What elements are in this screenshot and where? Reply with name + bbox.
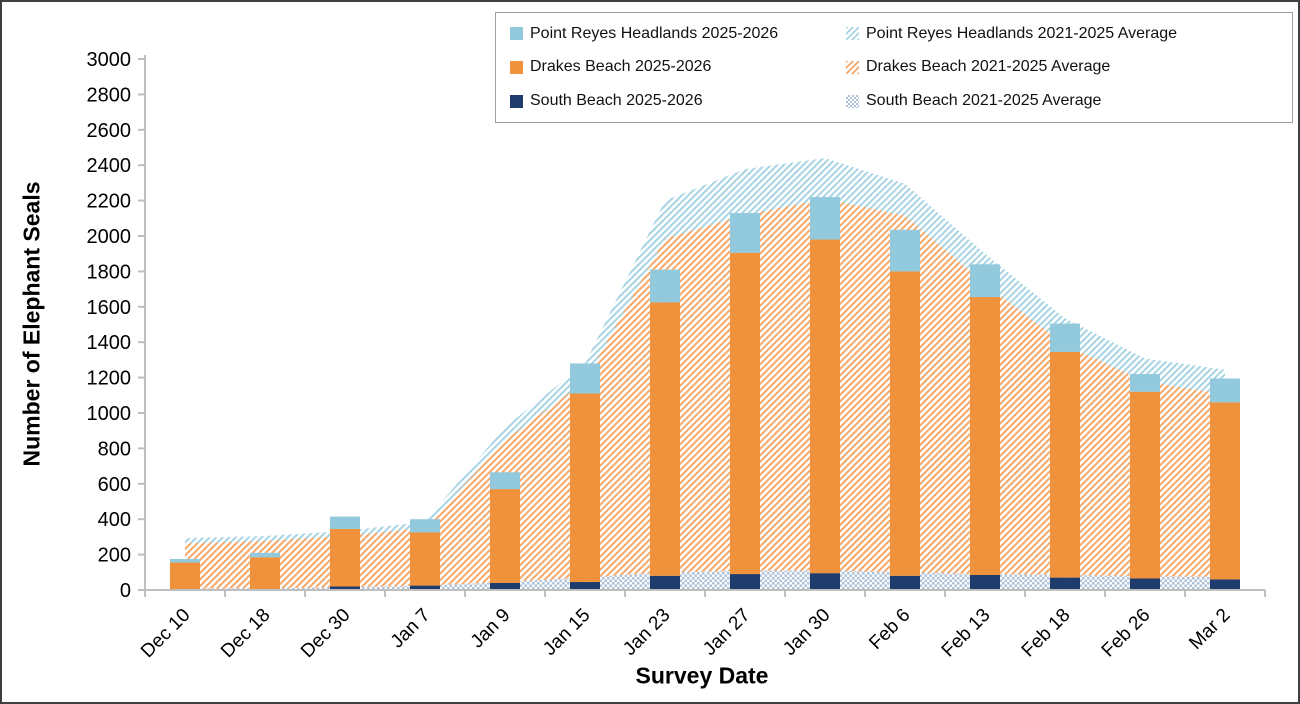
x-tick-label: Jan 30 — [779, 605, 834, 660]
bar-segment-south-beach — [570, 582, 600, 590]
area-drakes-beach-average — [185, 198, 1225, 590]
bar-segment-point-reyes-headlands — [730, 212, 760, 253]
bar-segment-south-beach — [330, 586, 360, 590]
y-tick-label: 2400 — [87, 155, 132, 177]
x-tick-label: Jan 27 — [699, 605, 754, 660]
y-tick-label: 2600 — [87, 120, 132, 142]
y-tick-label: 1600 — [87, 297, 132, 319]
bar-segment-point-reyes-headlands — [170, 559, 200, 563]
bar-segment-point-reyes-headlands — [410, 519, 440, 533]
bar-segment-drakes-beach — [570, 393, 600, 583]
bar-segment-drakes-beach — [490, 489, 520, 583]
x-tick-label: Dec 30 — [297, 605, 354, 662]
y-axis-title: Number of Elephant Seals — [18, 181, 45, 467]
x-tick-label: Feb 6 — [865, 605, 914, 654]
legend-label: South Beach 2021-2025 Average — [866, 92, 1102, 110]
legend: Point Reyes Headlands 2025-2026 Point Re… — [495, 12, 1293, 123]
legend-swatch-point-reyes-avg-icon — [846, 27, 859, 41]
legend-swatch-south-beach-2526-icon — [510, 94, 523, 108]
x-tick-label: Mar 2 — [1185, 605, 1234, 654]
legend-item-prh-2526: Point Reyes Headlands 2025-2026 — [510, 25, 846, 43]
y-tick-label: 0 — [120, 580, 131, 602]
bar-segment-south-beach — [890, 575, 920, 590]
bar-segment-point-reyes-headlands — [890, 229, 920, 272]
bar-segment-drakes-beach — [1050, 351, 1080, 578]
bar-segment-point-reyes-headlands — [330, 516, 360, 529]
legend-swatch-drakes-beach-avg-icon — [846, 60, 859, 74]
x-tick-label: Feb 13 — [938, 605, 995, 662]
bar-segment-south-beach — [1050, 577, 1080, 590]
x-tick-label: Jan 9 — [467, 605, 515, 653]
bar-segment-south-beach — [650, 575, 680, 590]
y-tick-label: 1000 — [87, 403, 132, 425]
x-tick-label: Dec 10 — [137, 605, 194, 662]
y-tick-label: 1400 — [87, 332, 132, 354]
legend-item-db-avg: Drakes Beach 2021-2025 Average — [846, 58, 1286, 76]
legend-label: Point Reyes Headlands 2025-2026 — [530, 24, 779, 42]
y-tick-label: 400 — [98, 509, 131, 531]
bar-segment-point-reyes-headlands — [490, 472, 520, 490]
bar-segment-south-beach — [1130, 578, 1160, 590]
bar-segment-drakes-beach — [810, 239, 840, 574]
bar-segment-drakes-beach — [730, 252, 760, 575]
bar-segment-drakes-beach — [170, 562, 200, 590]
bar-segment-drakes-beach — [650, 302, 680, 576]
x-axis-title: Survey Date — [635, 662, 769, 689]
bar-segment-drakes-beach — [1210, 402, 1240, 580]
bar-segment-drakes-beach — [410, 532, 440, 586]
bar-segment-drakes-beach — [970, 297, 1000, 575]
legend-swatch-drakes-beach-2526-icon — [510, 60, 523, 74]
bar-segment-south-beach — [810, 573, 840, 590]
x-tick-label: Feb 18 — [1018, 605, 1075, 662]
legend-label: Point Reyes Headlands 2021-2025 Average — [866, 24, 1178, 42]
bar-segment-south-beach — [1210, 579, 1240, 590]
x-tick-label: Jan 15 — [539, 605, 594, 660]
legend-item-sb-2526: South Beach 2025-2026 — [510, 92, 846, 110]
x-tick-label: Jan 23 — [619, 605, 674, 660]
legend-item-prh-avg: Point Reyes Headlands 2021-2025 Average — [846, 25, 1286, 43]
legend-swatch-point-reyes-2526-icon — [510, 27, 523, 41]
x-tick-label: Jan 7 — [387, 605, 435, 653]
bar-segment-point-reyes-headlands — [650, 269, 680, 303]
bar-segment-south-beach — [970, 574, 1000, 590]
legend-swatch-south-beach-avg-icon — [846, 94, 859, 108]
y-tick-label: 2000 — [87, 226, 132, 248]
bar-segment-point-reyes-headlands — [570, 363, 600, 394]
legend-label: South Beach 2025-2026 — [530, 92, 703, 110]
bar-segment-point-reyes-headlands — [970, 264, 1000, 298]
y-tick-label: 3000 — [87, 49, 132, 71]
y-tick-label: 600 — [98, 474, 131, 496]
y-tick-label: 800 — [98, 438, 131, 460]
bar-segment-south-beach — [410, 585, 440, 590]
area-south-beach-average — [185, 570, 1225, 590]
y-tick-label: 1200 — [87, 368, 132, 390]
bar-segment-drakes-beach — [1130, 391, 1160, 579]
bar-segment-south-beach — [490, 582, 520, 590]
bar-segment-drakes-beach — [330, 528, 360, 587]
bar-segment-point-reyes-headlands — [1050, 323, 1080, 352]
legend-item-db-2526: Drakes Beach 2025-2026 — [510, 58, 846, 76]
legend-item-sb-avg: South Beach 2021-2025 Average — [846, 92, 1286, 110]
x-tick-label: Feb 26 — [1098, 605, 1155, 662]
bar-segment-point-reyes-headlands — [1130, 374, 1160, 392]
bar-segment-drakes-beach — [890, 271, 920, 576]
y-tick-label: 1800 — [87, 261, 132, 283]
legend-label: Drakes Beach 2025-2026 — [530, 58, 712, 76]
bar-segment-point-reyes-headlands — [250, 552, 280, 558]
bar-segment-south-beach — [730, 574, 760, 590]
x-tick-label: Dec 18 — [217, 605, 274, 662]
legend-label: Drakes Beach 2021-2025 Average — [866, 58, 1111, 76]
bar-segment-point-reyes-headlands — [810, 197, 840, 240]
bar-segment-drakes-beach — [250, 557, 280, 590]
y-tick-label: 200 — [98, 545, 131, 567]
bar-segment-point-reyes-headlands — [1210, 378, 1240, 403]
y-tick-label: 2800 — [87, 84, 132, 106]
y-tick-label: 2200 — [87, 191, 132, 213]
